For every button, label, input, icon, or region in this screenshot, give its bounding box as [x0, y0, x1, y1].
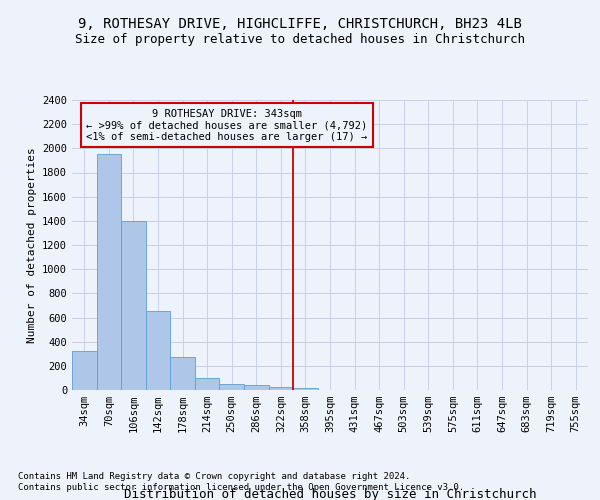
Bar: [170, 358, 195, 390]
Text: Contains HM Land Registry data © Crown copyright and database right 2024.: Contains HM Land Registry data © Crown c…: [18, 472, 410, 481]
Text: Size of property relative to detached houses in Christchurch: Size of property relative to detached ho…: [75, 32, 525, 46]
Bar: [244, 386, 269, 390]
Text: Contains public sector information licensed under the Open Government Licence v3: Contains public sector information licen…: [18, 484, 464, 492]
Bar: [97, 154, 121, 390]
Bar: [146, 312, 170, 390]
Text: 9 ROTHESAY DRIVE: 343sqm
← >99% of detached houses are smaller (4,792)
<1% of se: 9 ROTHESAY DRIVE: 343sqm ← >99% of detac…: [86, 108, 367, 142]
Text: 9, ROTHESAY DRIVE, HIGHCLIFFE, CHRISTCHURCH, BH23 4LB: 9, ROTHESAY DRIVE, HIGHCLIFFE, CHRISTCHU…: [78, 18, 522, 32]
Bar: [220, 384, 244, 390]
Bar: [72, 352, 97, 390]
X-axis label: Distribution of detached houses by size in Christchurch: Distribution of detached houses by size …: [124, 488, 536, 500]
Bar: [293, 388, 318, 390]
Bar: [195, 378, 220, 390]
Y-axis label: Number of detached properties: Number of detached properties: [26, 147, 37, 343]
Bar: [269, 386, 293, 390]
Bar: [121, 221, 146, 390]
